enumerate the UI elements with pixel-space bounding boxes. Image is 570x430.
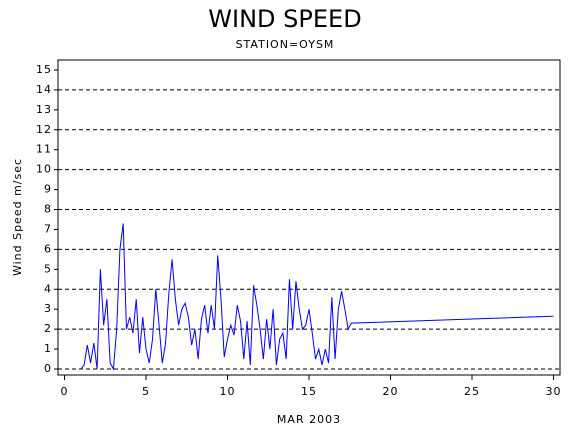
y-tick-label: 4 [44, 282, 52, 295]
y-tick-label: 12 [36, 123, 52, 136]
y-tick-label: 11 [36, 143, 52, 156]
y-tick-label: 14 [36, 83, 52, 96]
y-tick-label: 6 [44, 242, 52, 255]
y-tick-label: 1 [44, 342, 52, 355]
y-tick-label: 9 [44, 183, 52, 196]
chart-title: WIND SPEED [208, 5, 361, 33]
x-axis-label: MAR 2003 [277, 413, 341, 426]
chart-subtitle: STATION=OYSM [236, 38, 335, 51]
y-tick-label: 13 [36, 103, 52, 116]
y-tick-label: 7 [44, 222, 52, 235]
x-tick-label: 0 [61, 385, 69, 398]
x-tick-label: 15 [301, 385, 317, 398]
y-tick-label: 0 [44, 362, 52, 375]
x-tick-label: 20 [382, 385, 398, 398]
x-tick-label: 5 [142, 385, 150, 398]
y-tick-label: 10 [36, 163, 52, 176]
x-tick-label: 10 [220, 385, 236, 398]
y-axis-label: Wind Speed m/sec [11, 158, 24, 276]
x-tick-label: 25 [464, 385, 480, 398]
x-tick-label: 30 [545, 385, 561, 398]
y-tick-label: 8 [44, 203, 52, 216]
y-tick-label: 15 [36, 63, 52, 76]
y-tick-label: 2 [44, 322, 52, 335]
data-line [80, 223, 554, 371]
y-tick-label: 5 [44, 262, 52, 275]
y-tick-label: 3 [44, 302, 52, 315]
